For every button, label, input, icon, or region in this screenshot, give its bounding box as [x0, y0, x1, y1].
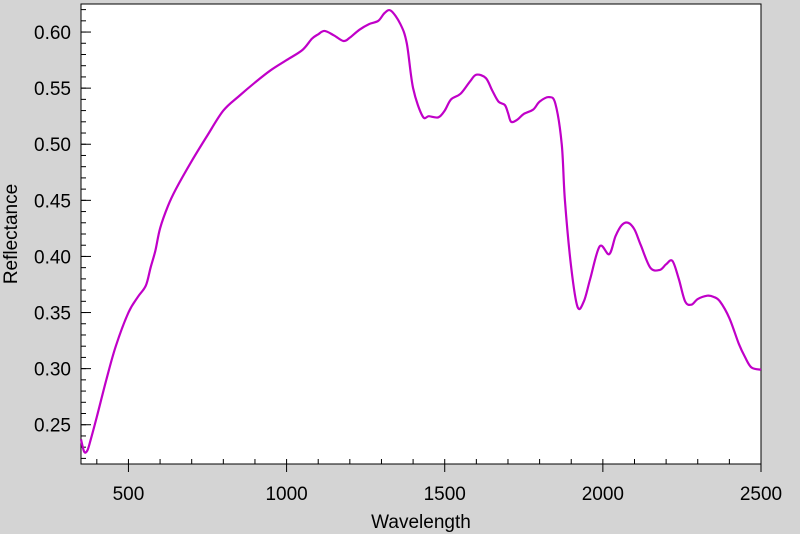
y-tick-label: 0.40	[34, 247, 71, 268]
y-tick-label: 0.35	[34, 304, 71, 325]
y-axis-minor-ticks	[81, 9, 86, 459]
x-tick-label: 2500	[740, 484, 782, 505]
x-tick-label: 2000	[582, 484, 624, 505]
y-axis: 0.25 0.30 0.35 0.40 0.45 0.50 0.55 0.60	[34, 23, 91, 437]
x-axis-minor-ticks	[96, 459, 762, 464]
x-tick-label: 1500	[424, 484, 466, 505]
y-axis-title: Reflectance	[1, 184, 22, 284]
plot-area	[80, 3, 762, 465]
y-tick-label: 0.60	[34, 23, 71, 44]
x-axis: 500 1000 1500 2000 2500	[113, 464, 782, 505]
y-tick-label: 0.30	[34, 360, 71, 381]
y-tick-label: 0.50	[34, 135, 71, 156]
x-tick-label: 500	[113, 484, 145, 505]
y-tick-label: 0.25	[34, 416, 71, 437]
x-tick-label: 1000	[265, 484, 307, 505]
reflectance-line	[79, 8, 762, 454]
x-axis-title: Wavelength	[371, 512, 471, 533]
y-tick-label: 0.45	[34, 191, 71, 212]
series-layer	[79, 8, 762, 454]
y-tick-label: 0.55	[34, 79, 71, 100]
